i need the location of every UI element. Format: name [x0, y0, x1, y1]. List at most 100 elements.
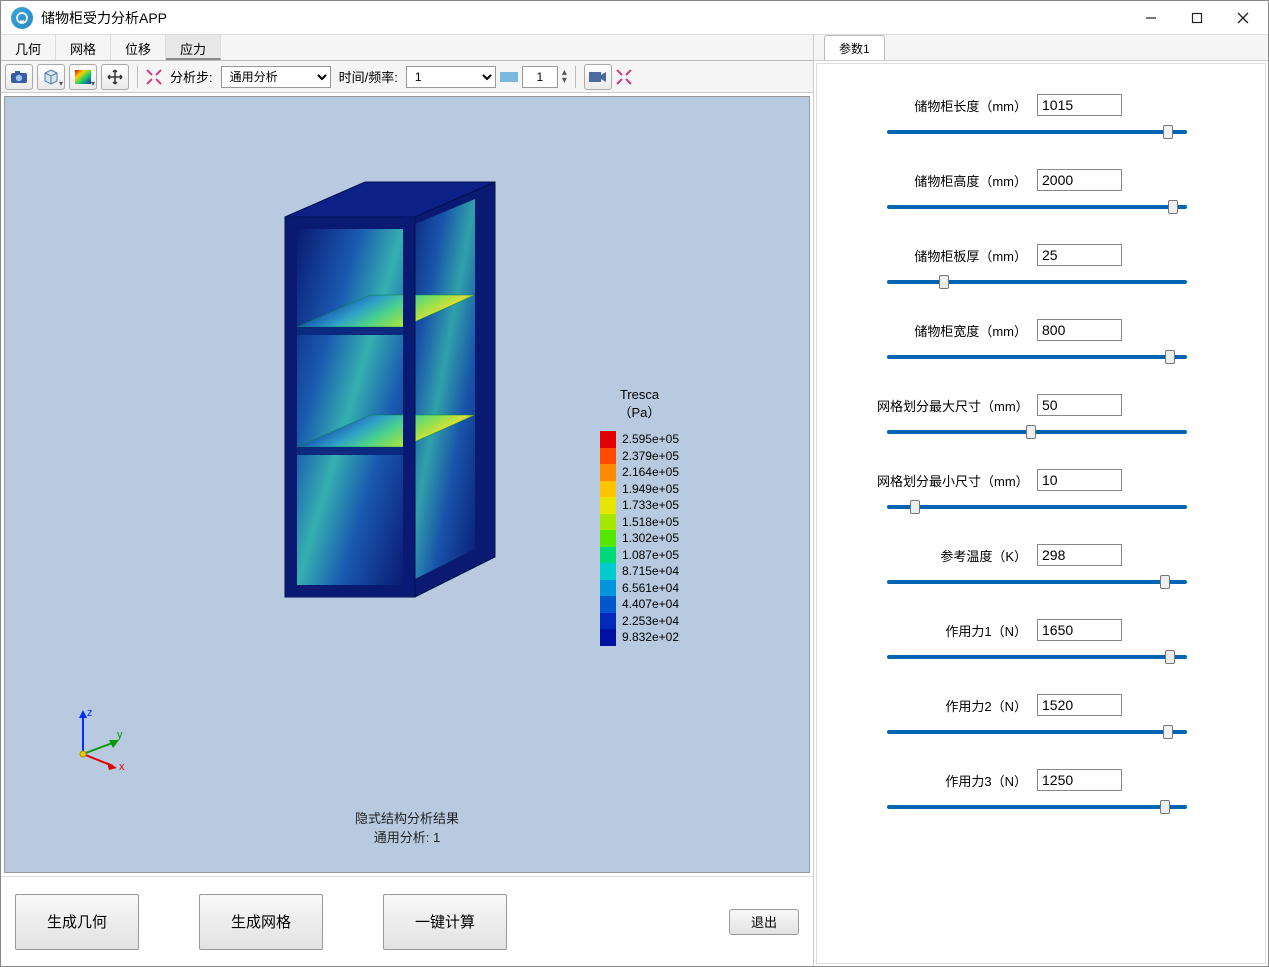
param-slider[interactable]	[887, 205, 1187, 209]
param-input[interactable]	[1037, 619, 1122, 641]
legend-value: 1.087e+05	[622, 547, 679, 564]
expand2-icon	[616, 69, 632, 85]
param-input[interactable]	[1037, 769, 1122, 791]
svg-text:z: z	[87, 707, 93, 719]
spinner-icon[interactable]: ▴▾	[562, 69, 567, 85]
time-label: 时间/频率:	[339, 67, 398, 86]
legend-value: 4.407e+04	[622, 596, 679, 613]
app-window: 储物柜受力分析APP 几何 网格 位移 应力 ▾ ▾ 分析步: 通用分析 时间/…	[0, 0, 1269, 967]
caption-line-1: 隐式结构分析结果	[355, 808, 459, 827]
param-slider[interactable]	[887, 505, 1187, 509]
cube-icon[interactable]: ▾	[37, 64, 65, 90]
param-tab-1[interactable]: 参数1	[824, 35, 885, 60]
maximize-button[interactable]	[1174, 2, 1220, 34]
window-title: 储物柜受力分析APP	[41, 8, 1128, 28]
legend-segment	[600, 547, 616, 564]
tab-stress[interactable]: 应力	[166, 35, 221, 60]
legend-value: 8.715e+04	[622, 563, 679, 580]
tab-mesh[interactable]: 网格	[56, 35, 111, 60]
param-label: 作用力2（N）	[877, 696, 1027, 715]
title-bar: 储物柜受力分析APP	[1, 1, 1268, 35]
param-label: 储物柜宽度（mm）	[877, 321, 1027, 340]
exit-button[interactable]: 退出	[729, 909, 799, 935]
param-4: 网格划分最大尺寸（mm）	[877, 394, 1225, 437]
generate-mesh-button[interactable]: 生成网格	[199, 894, 323, 950]
param-input[interactable]	[1037, 169, 1122, 191]
param-3: 储物柜宽度（mm）	[877, 319, 1225, 362]
legend-segment	[600, 563, 616, 580]
camera-icon[interactable]	[5, 64, 33, 90]
color-legend: Tresca （Pa） 2.595e+052.379e+052.164e+051…	[600, 387, 679, 646]
param-slider[interactable]	[887, 130, 1187, 134]
video-icon[interactable]	[584, 64, 612, 90]
move-icon[interactable]	[101, 64, 129, 90]
legend-value: 2.595e+05	[622, 431, 679, 448]
param-slider[interactable]	[887, 580, 1187, 584]
legend-value: 9.832e+02	[622, 629, 679, 646]
legend-title: Tresca	[600, 387, 679, 402]
step-select[interactable]: 通用分析	[221, 66, 331, 88]
param-input[interactable]	[1037, 319, 1122, 341]
param-label: 网格划分最大尺寸（mm）	[877, 396, 1027, 415]
legend-segment	[600, 580, 616, 597]
legend-value: 2.164e+05	[622, 464, 679, 481]
legend-value: 6.561e+04	[622, 580, 679, 597]
body: 几何 网格 位移 应力 ▾ ▾ 分析步: 通用分析 时间/频率: 1 ▴▾	[1, 35, 1268, 966]
legend-value: 1.733e+05	[622, 497, 679, 514]
main-tabs: 几何 网格 位移 应力	[1, 35, 813, 61]
param-slider[interactable]	[887, 430, 1187, 434]
caption-line-2: 通用分析: 1	[355, 827, 459, 846]
left-pane: 几何 网格 位移 应力 ▾ ▾ 分析步: 通用分析 时间/频率: 1 ▴▾	[1, 35, 814, 966]
param-input[interactable]	[1037, 394, 1122, 416]
legend-colorbar	[600, 431, 616, 646]
param-8: 作用力2（N）	[877, 694, 1225, 737]
step-label: 分析步:	[170, 67, 213, 86]
compute-button[interactable]: 一键计算	[383, 894, 507, 950]
param-input[interactable]	[1037, 694, 1122, 716]
tab-geometry[interactable]: 几何	[1, 35, 56, 60]
app-icon	[11, 7, 33, 29]
legend-unit: （Pa）	[600, 402, 679, 421]
legend-segment	[600, 629, 616, 646]
param-tab-row: 参数1	[814, 35, 1268, 61]
param-label: 储物柜长度（mm）	[877, 96, 1027, 115]
legend-value: 2.253e+04	[622, 613, 679, 630]
param-slider[interactable]	[887, 355, 1187, 359]
frame-number-input[interactable]	[522, 66, 558, 88]
param-input[interactable]	[1037, 244, 1122, 266]
legend-value: 2.379e+05	[622, 448, 679, 465]
param-slider[interactable]	[887, 655, 1187, 659]
tab-displacement[interactable]: 位移	[111, 35, 166, 60]
param-9: 作用力3（N）	[877, 769, 1225, 812]
param-input[interactable]	[1037, 469, 1122, 491]
viewport-caption: 隐式结构分析结果 通用分析: 1	[355, 808, 459, 846]
param-2: 储物柜板厚（mm）	[877, 244, 1225, 287]
param-slider[interactable]	[887, 280, 1187, 284]
close-button[interactable]	[1220, 2, 1266, 34]
param-label: 储物柜板厚（mm）	[877, 246, 1027, 265]
legend-labels: 2.595e+052.379e+052.164e+051.949e+051.73…	[616, 431, 679, 646]
viewport-3d[interactable]: z y x 隐式结构分析结果 通用分析: 1 Tresca （P	[4, 96, 810, 873]
param-0: 储物柜长度（mm）	[877, 94, 1225, 137]
legend-segment	[600, 481, 616, 498]
colormap-icon[interactable]: ▾	[69, 64, 97, 90]
generate-geometry-button[interactable]: 生成几何	[15, 894, 139, 950]
time-select[interactable]: 1	[406, 66, 496, 88]
legend-value: 1.518e+05	[622, 514, 679, 531]
legend-segment	[600, 431, 616, 448]
param-input[interactable]	[1037, 544, 1122, 566]
param-input[interactable]	[1037, 94, 1122, 116]
legend-value: 1.949e+05	[622, 481, 679, 498]
param-slider[interactable]	[887, 805, 1187, 809]
param-7: 作用力1（N）	[877, 619, 1225, 662]
legend-value: 1.302e+05	[622, 530, 679, 547]
param-label: 作用力1（N）	[877, 621, 1027, 640]
params-panel: 储物柜长度（mm）储物柜高度（mm）储物柜板厚（mm）储物柜宽度（mm）网格划分…	[816, 63, 1266, 964]
legend-segment	[600, 596, 616, 613]
expand-icon	[146, 69, 162, 85]
legend-segment	[600, 497, 616, 514]
param-label: 参考温度（K）	[877, 546, 1027, 565]
param-slider[interactable]	[887, 730, 1187, 734]
time-slider-mark[interactable]	[500, 72, 518, 82]
minimize-button[interactable]	[1128, 2, 1174, 34]
